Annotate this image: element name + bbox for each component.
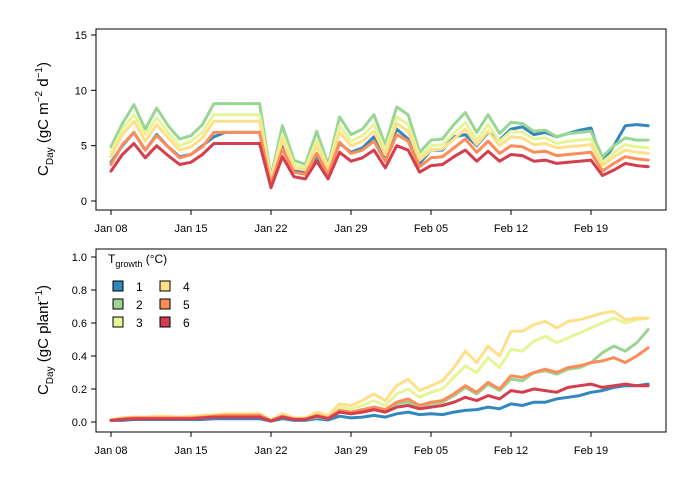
x-tick-label: Jan 08 [94, 223, 127, 235]
plot-frame [95, 248, 667, 433]
x-tick-label: Feb 19 [574, 445, 608, 457]
legend-swatch-1 [112, 280, 124, 292]
y-tick-label: 0.6 [72, 318, 87, 330]
y-tick-label: 0.8 [72, 285, 87, 297]
x-tick-label: Jan 08 [94, 445, 127, 457]
legend-label-2: 2 [136, 298, 143, 312]
legend-label-3: 3 [136, 316, 143, 330]
y-tick-label: 0.0 [72, 417, 87, 429]
legend: Tgrowth (°C) 1 2 3 4 5 6 [108, 252, 190, 330]
y-axis-label: CDay (gC plant−1) [34, 285, 56, 395]
legend-swatch-3 [112, 316, 124, 328]
legend-swatch-2 [112, 298, 124, 310]
x-tick-label: Feb 05 [414, 223, 448, 235]
legend-label-4: 4 [183, 280, 190, 294]
y-tick-label: 0.4 [72, 351, 87, 363]
x-tick-label: Feb 05 [414, 445, 448, 457]
series-line-6 [109, 382, 650, 423]
x-tick-label: Jan 22 [254, 223, 287, 235]
x-tick-label: Jan 22 [254, 445, 287, 457]
y-tick-label: 10 [75, 85, 87, 97]
legend-swatch-6 [159, 316, 171, 328]
legend-swatch-4 [159, 280, 171, 292]
x-tick-label: Feb 12 [494, 445, 528, 457]
y-tick-label: 0.2 [72, 384, 87, 396]
panel-2: 0.0 0.2 0.4 0.6 0.8 1.0 Jan 08 Jan 15 Jan 22 Jan … [34, 248, 667, 457]
x-tick-label: Feb 19 [574, 223, 608, 235]
series-line-4 [109, 119, 650, 183]
x-tick-label: Jan 29 [334, 223, 367, 235]
plot-frame [95, 28, 667, 211]
legend-label-1: 1 [136, 280, 143, 294]
x-tick-label: Feb 12 [494, 223, 528, 235]
legend-title: Tgrowth (°C) [108, 252, 167, 269]
x-tick-label: Jan 15 [174, 445, 207, 457]
series-line-3 [109, 113, 650, 181]
y-tick-label: 1.0 [72, 252, 87, 264]
series-line-2 [109, 102, 650, 179]
legend-swatch-5 [159, 298, 171, 310]
x-tick-label: Jan 29 [334, 445, 367, 457]
series-line-4 [109, 309, 650, 422]
series-line-5 [109, 130, 650, 186]
x-tick-label: Jan 15 [174, 223, 207, 235]
legend-label-6: 6 [183, 316, 190, 330]
panel-1: 0 5 10 15 Jan 08 Jan 15 Jan 22 Jan 29 Feb 05 Feb … [34, 28, 667, 235]
y-tick-label: 15 [75, 30, 87, 42]
y-tick-label: 0 [81, 196, 87, 208]
series-line-6 [109, 142, 650, 190]
y-axis-label: CDay (gC m−2 d−1) [34, 62, 56, 176]
y-tick-label: 5 [81, 141, 87, 153]
legend-label-5: 5 [183, 298, 190, 312]
